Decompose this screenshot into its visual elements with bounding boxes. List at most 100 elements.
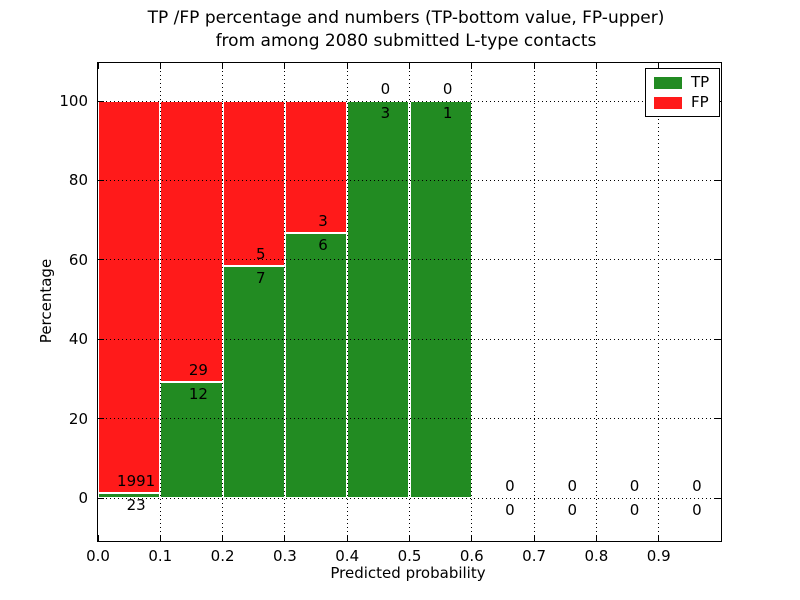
fp-count-label: 0 xyxy=(380,80,391,98)
x-tick-top xyxy=(284,63,286,69)
fp-count-label: 0 xyxy=(692,477,702,495)
fp-count-label: 0 xyxy=(567,477,578,495)
x-tick-label: 0.6 xyxy=(459,547,484,565)
x-tick-top xyxy=(533,63,535,69)
x-tick-top xyxy=(97,63,99,69)
chart-title-line2: from among 2080 submitted L-type contact… xyxy=(215,31,597,51)
tp-count-label: 0 xyxy=(629,501,640,519)
legend: TP FP xyxy=(645,68,721,117)
legend-swatch-tp xyxy=(654,76,682,89)
gridline-vertical xyxy=(346,63,348,541)
x-tick-bottom xyxy=(595,535,597,541)
y-tick-right xyxy=(715,259,721,261)
gridline-vertical xyxy=(222,63,224,541)
x-tick-label: 0.9 xyxy=(646,547,671,565)
y-tick-label: 60 xyxy=(68,250,88,269)
x-tick-top xyxy=(409,63,410,69)
tp-bar xyxy=(284,233,348,498)
x-axis-label: Predicted probability xyxy=(330,564,486,582)
y-tick-label: 100 xyxy=(59,92,88,110)
tp-count-label: 1 xyxy=(442,104,453,122)
fp-count-label: 0 xyxy=(442,80,453,98)
x-tick-bottom xyxy=(471,535,473,541)
gridline-vertical xyxy=(595,63,597,541)
x-tick-label: 0.2 xyxy=(210,547,235,565)
y-tick-label: 80 xyxy=(68,171,88,190)
x-tick-label: 0.0 xyxy=(86,547,110,565)
tp-count-label: 12 xyxy=(188,384,208,403)
legend-item-fp: FP xyxy=(654,95,709,110)
x-tick-bottom xyxy=(222,535,224,541)
x-tick-top xyxy=(346,63,348,69)
x-tick-top xyxy=(595,63,597,69)
fp-bar xyxy=(160,101,223,382)
gridline-vertical xyxy=(658,63,660,541)
fp-bar xyxy=(98,101,161,494)
tp-count-label: 0 xyxy=(692,501,702,519)
tp-bar xyxy=(160,381,223,498)
y-tick-label: 40 xyxy=(68,330,88,349)
x-tick-bottom xyxy=(346,535,348,541)
x-tick-bottom xyxy=(97,535,99,541)
y-tick-right xyxy=(715,338,721,340)
legend-item-tp: TP xyxy=(654,75,709,90)
tp-count-label: 23 xyxy=(126,496,146,515)
fp-bar xyxy=(284,101,348,234)
x-tick-label: 0.5 xyxy=(397,547,422,565)
fp-count-label: 5 xyxy=(255,245,266,264)
x-tick-top xyxy=(159,63,161,69)
y-axis-label: Percentage xyxy=(37,258,55,344)
fp-count-label: 3 xyxy=(318,212,328,231)
x-tick-bottom xyxy=(284,535,286,541)
y-tick-label: 20 xyxy=(68,409,88,428)
tp-bar xyxy=(222,266,285,498)
fp-count-label: 0 xyxy=(629,477,640,495)
legend-label-tp: TP xyxy=(691,73,710,91)
x-tick-bottom xyxy=(159,535,161,541)
gridline-vertical xyxy=(159,63,161,541)
y-tick-left xyxy=(98,338,104,340)
y-tick-left xyxy=(98,497,104,499)
x-tick-top xyxy=(658,63,660,69)
x-tick-label: 0.4 xyxy=(335,547,360,565)
x-tick-label: 0.8 xyxy=(584,547,609,565)
y-tick-left xyxy=(98,100,104,102)
gridline-vertical xyxy=(471,63,473,541)
gridline-vertical xyxy=(409,63,410,541)
tp-bar xyxy=(409,101,472,498)
tp-count-label: 0 xyxy=(505,501,515,519)
fp-count-label: 1991 xyxy=(117,472,156,491)
tp-count-label: 3 xyxy=(380,104,391,122)
tp-count-label: 7 xyxy=(255,269,266,288)
tp-bar xyxy=(347,101,410,498)
tp-count-label: 6 xyxy=(318,236,328,255)
y-tick-label: 0 xyxy=(78,489,88,507)
x-tick-label: 0.1 xyxy=(148,547,173,565)
x-tick-bottom xyxy=(409,535,410,541)
fp-count-label: 29 xyxy=(188,360,208,379)
x-tick-label: 0.3 xyxy=(272,547,297,565)
fp-count-label: 0 xyxy=(505,477,515,495)
legend-swatch-fp xyxy=(654,96,682,109)
x-tick-bottom xyxy=(533,535,535,541)
x-tick-top xyxy=(222,63,224,69)
y-tick-left xyxy=(98,179,104,181)
x-tick-label: 0.7 xyxy=(522,547,547,565)
legend-label-fp: FP xyxy=(691,93,709,111)
plot-area: 0.0 0.1 0.2 0.3 0.4 0.5 0.6 0.7 0.8 0.9 0 20 40 60 80 1… xyxy=(59,62,722,565)
y-tick-left xyxy=(98,259,104,261)
y-tick-left xyxy=(98,418,104,420)
gridline-vertical xyxy=(533,63,535,541)
gridline-vertical xyxy=(284,63,286,541)
chart-title: TP /FP percentage and numbers (TP-bottom… xyxy=(148,7,665,53)
tp-count-label: 0 xyxy=(567,501,578,519)
x-tick-bottom xyxy=(658,535,660,541)
x-tick-top xyxy=(471,63,473,69)
x-tick-bottom xyxy=(720,535,722,541)
y-tick-right xyxy=(715,418,721,420)
chart-title-line1: TP /FP percentage and numbers (TP-bottom… xyxy=(147,8,665,28)
x-tick-top xyxy=(720,63,722,69)
fp-bar xyxy=(222,101,285,267)
y-tick-right xyxy=(715,179,721,181)
